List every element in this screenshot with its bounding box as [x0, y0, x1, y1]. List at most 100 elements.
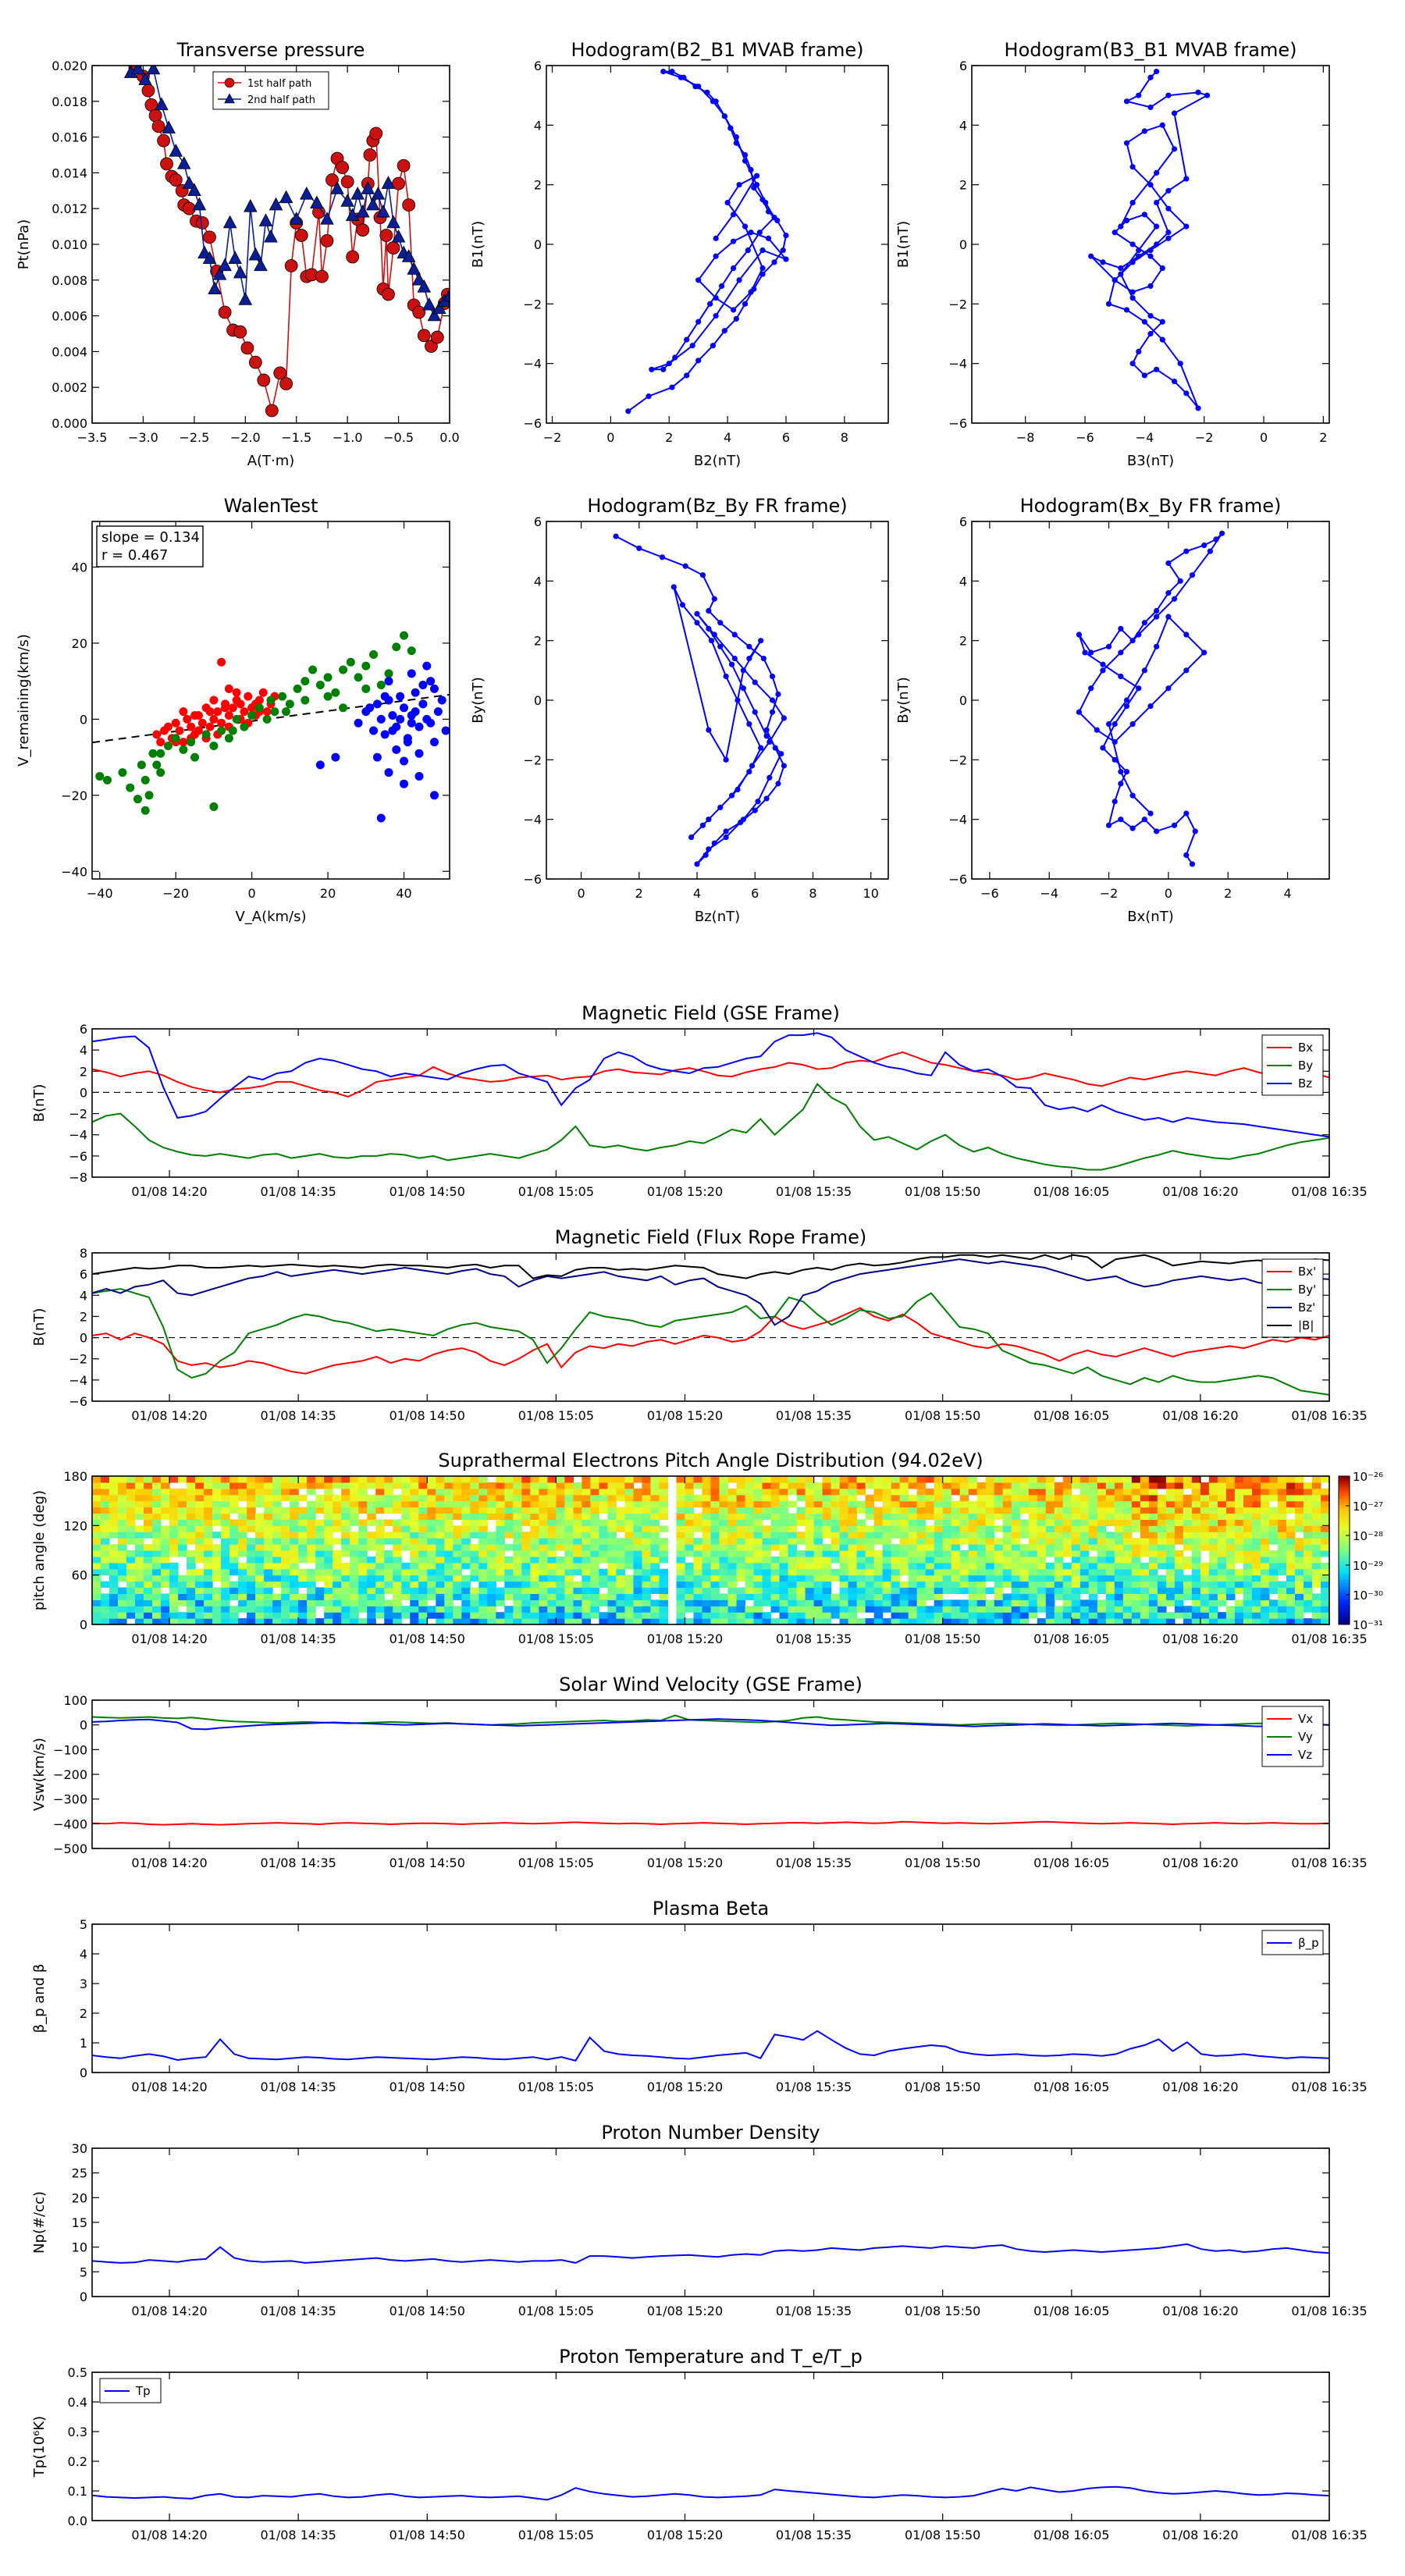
pad-cell	[702, 1538, 712, 1545]
pad-cell	[564, 1612, 574, 1619]
pad-cell	[882, 1606, 892, 1613]
ts2-ylabel: B(nT)	[31, 1308, 48, 1347]
pad-cell	[968, 1544, 978, 1551]
pad-cell	[1234, 1606, 1244, 1613]
pad-cell	[324, 1488, 333, 1496]
pad-cell	[710, 1519, 720, 1526]
pad-cell	[796, 1507, 806, 1514]
pad-cell	[1225, 1544, 1236, 1551]
pad-cell	[178, 1550, 187, 1557]
pad-cell	[659, 1568, 669, 1576]
pad-cell	[788, 1593, 798, 1600]
h3-point	[706, 846, 712, 852]
pad-cell	[152, 1556, 162, 1564]
pad-cell	[607, 1500, 617, 1508]
pad-cell	[436, 1556, 445, 1564]
pad-cell	[582, 1568, 592, 1576]
pad-cell	[839, 1538, 849, 1545]
pad-cell	[856, 1507, 866, 1514]
walen-point	[433, 707, 443, 717]
pad-cell	[1234, 1513, 1244, 1521]
pad-cell	[1286, 1519, 1296, 1526]
pad-cell	[350, 1587, 359, 1595]
pad-colorbar-cell	[1339, 1585, 1350, 1588]
pad-cell	[1080, 1519, 1090, 1526]
pad-cell	[427, 1525, 436, 1532]
pad-cell	[530, 1606, 539, 1613]
pad-cell	[951, 1550, 961, 1557]
h3-point	[740, 667, 747, 674]
pad-cell	[281, 1568, 290, 1576]
walen-point	[376, 714, 386, 724]
pad-cell	[762, 1568, 772, 1576]
pt-point	[155, 97, 169, 111]
pad-cell	[762, 1500, 772, 1508]
pad-cell	[350, 1606, 359, 1613]
pad-cell	[779, 1544, 789, 1551]
h1-point	[695, 84, 702, 90]
pad-cell	[891, 1562, 901, 1570]
ts3-time-tick-label: 01/08 15:50	[905, 1856, 980, 1870]
h4-xtick-label: 0	[1165, 886, 1172, 901]
pad-cell	[272, 1519, 282, 1526]
h3-point	[694, 610, 700, 617]
pad-colorbar-cell	[1339, 1582, 1350, 1585]
pad-cell	[1217, 1494, 1227, 1502]
pad-cell	[564, 1507, 574, 1514]
pad-cell	[444, 1532, 454, 1539]
pad-cell	[1045, 1562, 1055, 1570]
pad-cell	[401, 1494, 411, 1502]
pad-cell	[290, 1525, 299, 1532]
pad-cell	[1277, 1568, 1287, 1576]
pad-cell	[925, 1612, 935, 1619]
pad-cell	[418, 1550, 428, 1557]
pad-cell	[1088, 1587, 1098, 1595]
pad-cell	[470, 1562, 479, 1570]
pad-cell	[882, 1587, 892, 1595]
pad-cell	[1191, 1599, 1201, 1606]
pad-cell	[1174, 1568, 1184, 1576]
ts4-series-0-line	[92, 2030, 1329, 2062]
pad-cell	[367, 1599, 376, 1606]
pad-cell	[1071, 1476, 1081, 1483]
pad-cell	[264, 1488, 273, 1496]
pad-cell	[1114, 1599, 1124, 1606]
pad-cell	[882, 1568, 892, 1576]
pad-cell	[839, 1494, 849, 1502]
pad-cell	[418, 1562, 428, 1570]
pad-cell	[1028, 1500, 1038, 1508]
pad-cell	[324, 1562, 333, 1570]
pad-cell	[333, 1525, 342, 1532]
pad-cell	[1165, 1581, 1176, 1589]
pad-cell	[195, 1532, 205, 1539]
pad-cell	[539, 1494, 548, 1502]
pad-colorbar-cell	[1339, 1491, 1350, 1494]
pad-cell	[530, 1618, 539, 1624]
pad-cell	[195, 1612, 205, 1619]
pad-cell	[539, 1581, 548, 1589]
pad-cell	[1174, 1574, 1184, 1582]
pad-cell	[779, 1574, 789, 1582]
pad-cell	[169, 1587, 179, 1595]
pad-cell	[169, 1599, 179, 1606]
pad-cell	[599, 1519, 609, 1526]
pad-cell	[109, 1525, 119, 1532]
pad-cell	[453, 1618, 462, 1624]
pad-cell	[556, 1618, 565, 1624]
ts4-time-tick-label: 01/08 14:20	[131, 2080, 207, 2094]
pad-cell	[539, 1606, 548, 1613]
pad-cell	[221, 1581, 230, 1589]
pad-cell	[315, 1562, 325, 1570]
pad-cell	[1294, 1593, 1304, 1600]
pad-cell	[470, 1618, 479, 1624]
ts6-legend-label: Tp	[135, 2384, 151, 2398]
pad-cell	[582, 1519, 592, 1526]
pad-cell	[650, 1513, 660, 1521]
pad-cell	[109, 1612, 119, 1619]
pad-cell	[272, 1513, 282, 1521]
pad-cell	[144, 1556, 153, 1564]
pad-cell	[659, 1513, 669, 1521]
pad-cell	[126, 1568, 136, 1576]
h4-point	[1105, 643, 1112, 649]
walen-point	[148, 749, 158, 758]
